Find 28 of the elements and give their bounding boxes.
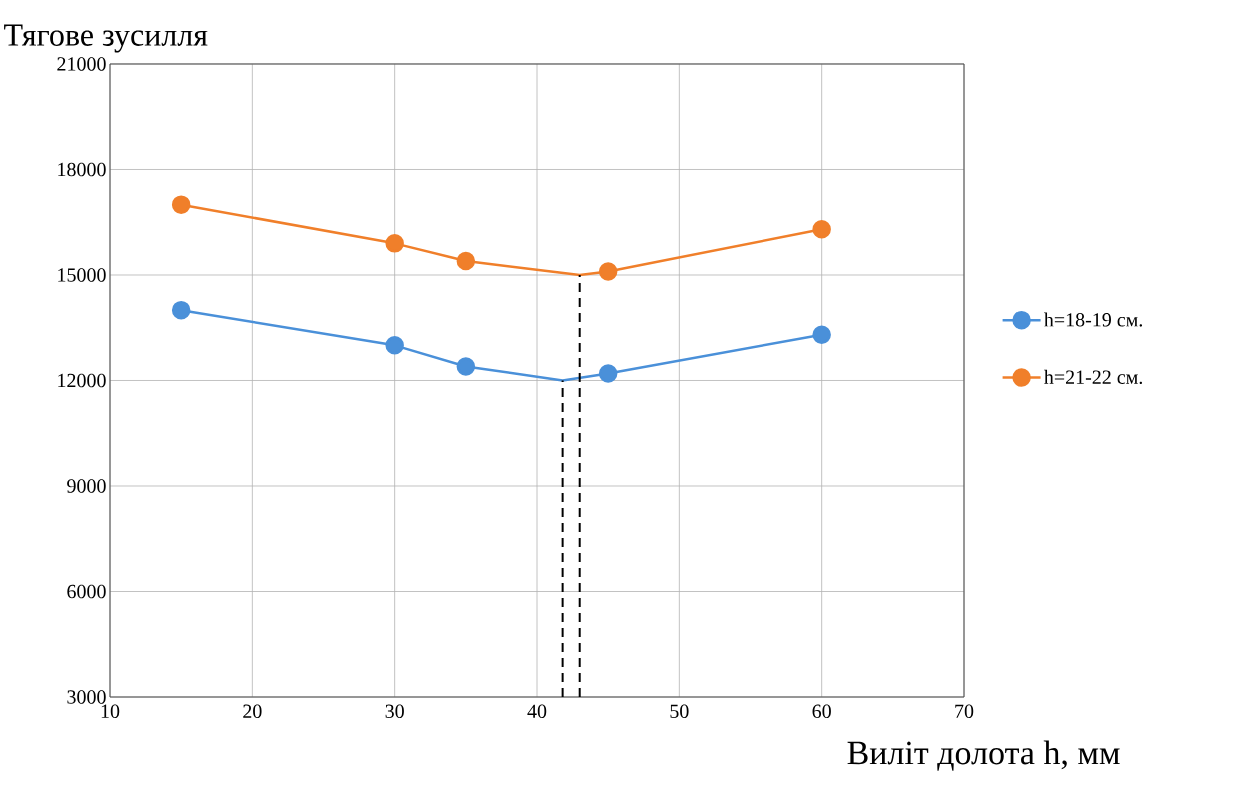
point bbox=[812, 220, 831, 239]
point bbox=[385, 336, 404, 355]
y-tick-label: 6000 bbox=[67, 584, 106, 599]
y-tick-label: 9000 bbox=[67, 479, 106, 493]
x-tick-label: 30 bbox=[385, 704, 404, 719]
point bbox=[812, 325, 831, 345]
y-tick-label: 15000 bbox=[58, 268, 106, 282]
point bbox=[171, 195, 191, 214]
point bbox=[456, 251, 476, 271]
point bbox=[385, 234, 404, 253]
y-tick-label: 3000 bbox=[67, 690, 106, 704]
legend-label: h=18-19 см. bbox=[1044, 312, 1143, 327]
x-tick-label: 10 bbox=[101, 704, 120, 719]
y-tick-label: 18000 bbox=[58, 162, 106, 177]
x-tick-label: 60 bbox=[812, 704, 831, 719]
y-tick-label: 12000 bbox=[58, 373, 106, 388]
point bbox=[456, 357, 476, 376]
point bbox=[598, 262, 618, 281]
point bbox=[598, 364, 618, 383]
x-tick-label: 40 bbox=[527, 704, 547, 719]
chart-title: Тягове зусилля bbox=[4, 24, 208, 53]
x-tick-label: 20 bbox=[243, 704, 262, 719]
x-tick-label: 70 bbox=[955, 704, 974, 719]
legend-label: h=21-22 см. bbox=[1044, 369, 1143, 384]
x-tick-label: 50 bbox=[670, 704, 689, 719]
y-tick-label: 21000 bbox=[57, 57, 106, 71]
x-axis-title: Виліт долота h, мм bbox=[847, 740, 1120, 771]
point bbox=[171, 300, 191, 320]
